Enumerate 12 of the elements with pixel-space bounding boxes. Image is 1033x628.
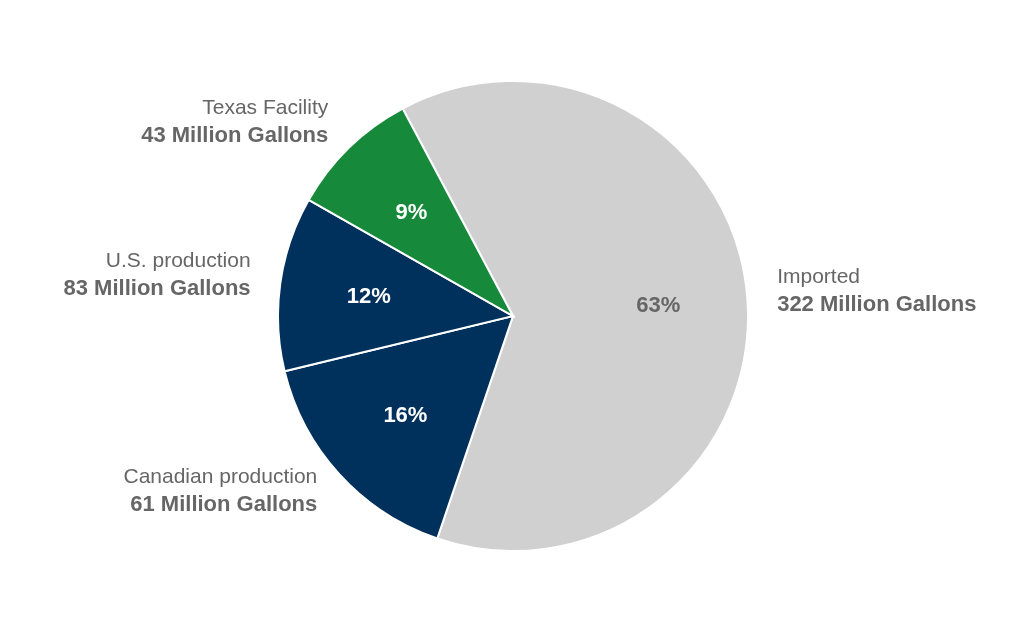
text: 43 Million Gallons bbox=[141, 122, 329, 148]
slice-label: Canadian production bbox=[123, 463, 318, 487]
slice-label: U.S. production bbox=[105, 248, 251, 272]
data-label: 63% bbox=[636, 291, 681, 317]
data-label: 16% bbox=[383, 401, 428, 427]
text: 322 Million Gallons bbox=[777, 290, 977, 316]
data-label: 12% bbox=[346, 283, 391, 309]
slice-label: Texas Facility bbox=[202, 95, 329, 119]
text: 61 Million Gallons bbox=[130, 490, 318, 516]
slice-label: Imported bbox=[777, 263, 861, 287]
data-label: 9% bbox=[395, 199, 428, 225]
text: 83 Million Gallons bbox=[63, 275, 251, 301]
